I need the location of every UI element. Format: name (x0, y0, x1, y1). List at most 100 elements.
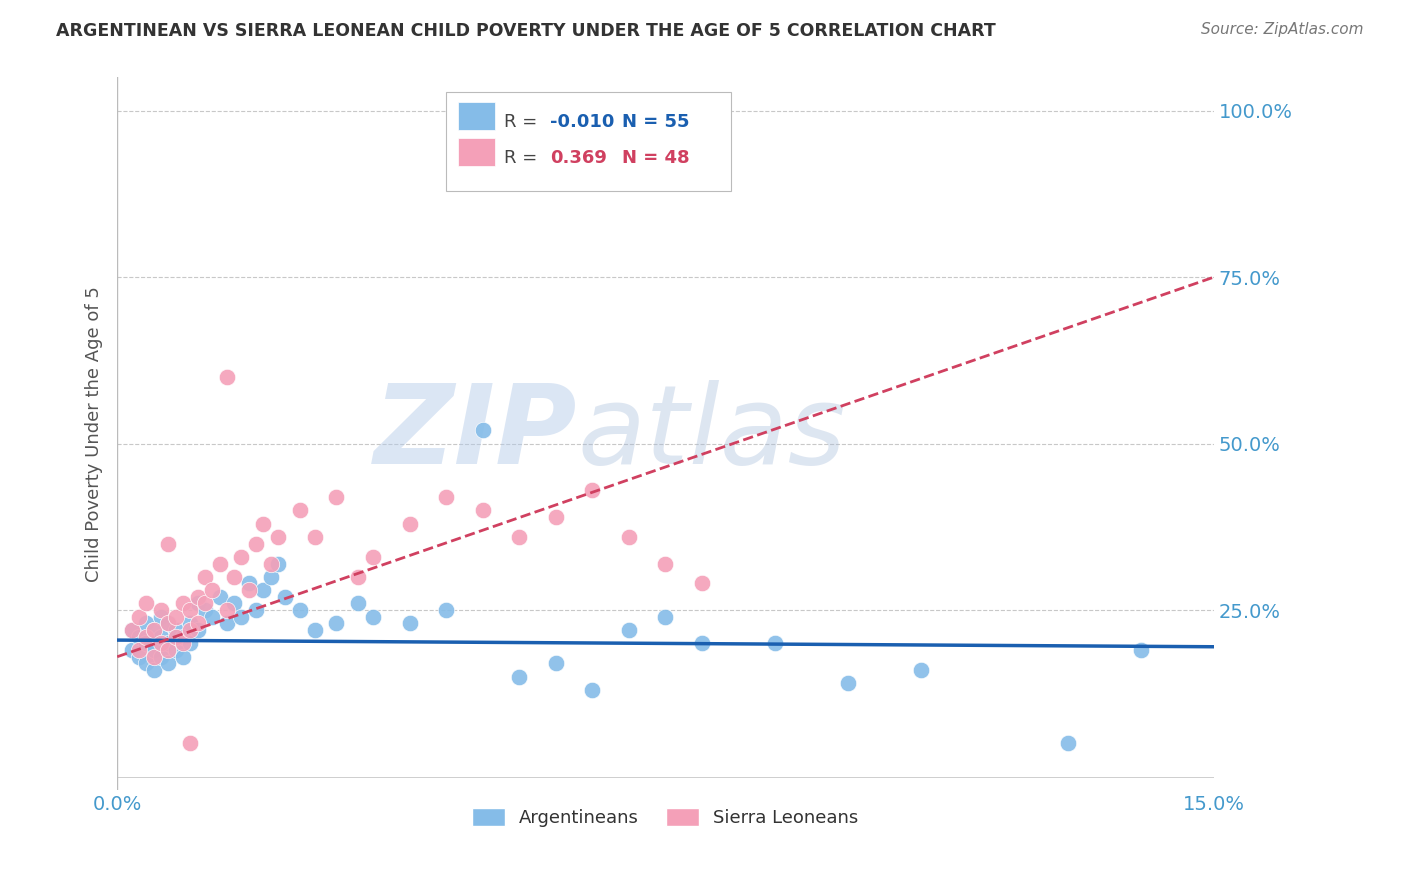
FancyBboxPatch shape (458, 138, 495, 166)
Point (471, 503, 494, 517)
Point (187, 623, 209, 637)
Point (135, 657, 157, 671)
Point (165, 643, 187, 657)
Point (157, 636, 180, 650)
Point (135, 636, 157, 650)
Point (201, 609, 224, 624)
Point (157, 536, 180, 550)
Point (215, 370, 238, 384)
Point (508, 530, 530, 544)
Text: N = 55: N = 55 (621, 113, 689, 131)
Point (128, 630, 150, 644)
Legend: Argentineans, Sierra Leoneans: Argentineans, Sierra Leoneans (465, 800, 866, 834)
Point (581, 683, 603, 698)
FancyBboxPatch shape (446, 92, 731, 192)
Point (544, 657, 567, 671)
Point (187, 597, 209, 611)
Point (208, 590, 231, 604)
Point (157, 616, 180, 631)
Point (179, 636, 201, 650)
Point (194, 603, 217, 617)
Point (215, 603, 238, 617)
Point (135, 630, 157, 644)
Point (763, 636, 786, 650)
Point (434, 603, 457, 617)
Point (172, 636, 194, 650)
Point (135, 597, 157, 611)
Point (252, 516, 274, 531)
Point (231, 609, 253, 624)
Point (201, 583, 224, 598)
Point (288, 603, 311, 617)
Point (398, 616, 420, 631)
Point (690, 576, 713, 591)
Point (617, 530, 640, 544)
Point (187, 590, 209, 604)
Point (157, 643, 180, 657)
Text: atlas: atlas (578, 380, 846, 487)
Point (325, 490, 347, 504)
Point (150, 609, 173, 624)
Point (544, 509, 567, 524)
Text: ARGENTINEAN VS SIERRA LEONEAN CHILD POVERTY UNDER THE AGE OF 5 CORRELATION CHART: ARGENTINEAN VS SIERRA LEONEAN CHILD POVE… (56, 22, 995, 40)
Point (165, 623, 187, 637)
Point (157, 616, 180, 631)
FancyBboxPatch shape (458, 103, 495, 130)
Point (288, 503, 311, 517)
Text: ZIP: ZIP (374, 380, 578, 487)
Point (194, 570, 217, 584)
Text: R =: R = (505, 149, 543, 167)
Point (238, 583, 260, 598)
Point (581, 483, 603, 498)
Point (224, 597, 246, 611)
Point (187, 616, 209, 631)
Point (194, 597, 217, 611)
Point (398, 516, 420, 531)
Point (172, 630, 194, 644)
Point (434, 490, 457, 504)
Point (150, 636, 173, 650)
Point (325, 616, 347, 631)
Point (128, 649, 150, 664)
Point (215, 616, 238, 631)
Point (304, 623, 326, 637)
Point (165, 609, 187, 624)
Point (471, 423, 494, 437)
Point (179, 603, 201, 617)
Point (142, 643, 165, 657)
Point (690, 636, 713, 650)
Y-axis label: Child Poverty Under the Age of 5: Child Poverty Under the Age of 5 (86, 285, 103, 582)
Point (157, 657, 180, 671)
Point (165, 630, 187, 644)
Point (1056, 736, 1078, 750)
Point (910, 663, 932, 677)
Point (172, 597, 194, 611)
Point (231, 549, 253, 564)
Point (128, 643, 150, 657)
Text: N = 48: N = 48 (621, 149, 689, 167)
Point (208, 557, 231, 571)
Point (837, 676, 859, 690)
Point (121, 623, 143, 637)
Point (179, 623, 201, 637)
Point (245, 603, 267, 617)
Point (654, 609, 676, 624)
Point (128, 609, 150, 624)
Point (179, 736, 201, 750)
Point (361, 549, 384, 564)
Text: -0.010: -0.010 (550, 113, 614, 131)
Point (347, 570, 370, 584)
Point (245, 536, 267, 550)
Point (142, 649, 165, 664)
Point (150, 630, 173, 644)
Point (238, 576, 260, 591)
Point (274, 590, 297, 604)
Point (508, 670, 530, 684)
Point (150, 603, 173, 617)
Point (361, 609, 384, 624)
Text: Source: ZipAtlas.com: Source: ZipAtlas.com (1201, 22, 1364, 37)
Point (260, 570, 283, 584)
Point (224, 570, 246, 584)
Point (1129, 643, 1152, 657)
Point (267, 557, 290, 571)
